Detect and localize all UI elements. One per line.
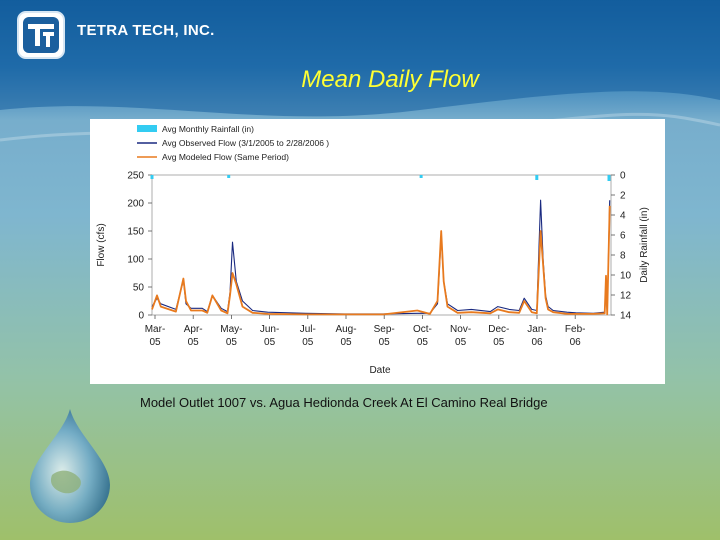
y2-axis: 0 2 4 6 8 10 12 14 (611, 171, 632, 322)
x-tick-label-month: Feb- (565, 324, 586, 335)
y-tick-label: 250 (127, 171, 144, 182)
company-logo (17, 11, 65, 59)
slide-title: Mean Daily Flow (301, 66, 479, 93)
y2-tick-label: 8 (620, 251, 626, 262)
x-tick-label-month: Nov- (450, 324, 471, 335)
modeled-flow-line (151, 205, 611, 316)
legend-observed-label: Avg Observed Flow (3/1/2005 to 2/28/2006… (162, 138, 329, 148)
x-axis: Mar- 05 Apr- 05 May- 05 Jun- 05 Jul- 05 Aug- 05 Sep-… (145, 315, 586, 348)
y-tick-label: 50 (133, 283, 145, 294)
x-tick-label-year: 05 (302, 337, 314, 348)
y2-tick-label: 10 (620, 271, 632, 282)
x-tick-label-month: Oct- (413, 324, 432, 335)
x-tick-label-year: 05 (455, 337, 467, 348)
y2-tick-label: 14 (620, 311, 632, 322)
x-tick-label-year: 05 (379, 337, 391, 348)
x-tick-label-month: Jan- (527, 324, 546, 335)
rainfall-bar (227, 175, 231, 178)
x-tick-label-month: Jun- (260, 324, 279, 335)
legend-rainfall-label: Avg Monthly Rainfall (in) (162, 124, 254, 134)
x-tick-label-month: Sep- (374, 324, 395, 335)
chart-caption: Model Outlet 1007 vs. Agua Hedionda Cree… (140, 395, 548, 410)
x-tick-label-year: 05 (188, 337, 200, 348)
flow-chart: Avg Monthly Rainfall (in) Avg Observed F… (96, 124, 650, 376)
x-tick-label-year: 05 (149, 337, 161, 348)
y-axis: 0 50 100 150 200 250 (127, 171, 152, 322)
x-tick-label-month: May- (220, 324, 242, 335)
y2-axis-label: Daily Rainfall (in) (639, 207, 650, 283)
rainfall-bar (150, 175, 154, 179)
x-tick-label-month: Mar- (145, 324, 166, 335)
chart-panel: Avg Monthly Rainfall (in) Avg Observed F… (90, 119, 665, 384)
x-axis-label: Date (369, 365, 391, 376)
rainfall-bars (150, 175, 611, 181)
x-tick-label-month: Dec- (488, 324, 509, 335)
x-tick-label-year: 05 (417, 337, 429, 348)
y2-tick-label: 12 (620, 291, 632, 302)
x-tick-label-year: 05 (340, 337, 352, 348)
x-tick-label-month: Aug- (335, 324, 356, 335)
x-tick-label-year: 06 (570, 337, 582, 348)
y2-tick-label: 0 (620, 171, 626, 182)
y-tick-label: 100 (127, 255, 144, 266)
y-tick-label: 0 (138, 311, 144, 322)
rainfall-bar (419, 175, 423, 178)
x-tick-label-year: 06 (531, 337, 543, 348)
x-tick-label-month: Apr- (184, 324, 203, 335)
y2-tick-label: 6 (620, 231, 626, 242)
rainfall-bar (607, 175, 611, 181)
tetra-tech-logo-icon (23, 17, 59, 53)
x-tick-label-year: 05 (264, 337, 276, 348)
chart-legend: Avg Monthly Rainfall (in) Avg Observed F… (137, 124, 329, 162)
company-name: TETRA TECH, INC. (77, 22, 215, 39)
y-tick-label: 200 (127, 199, 144, 210)
flow-lines (151, 199, 611, 316)
x-tick-label-year: 05 (493, 337, 505, 348)
x-tick-label-month: Jul- (300, 324, 316, 335)
legend-modeled-label: Avg Modeled Flow (Same Period) (162, 152, 289, 162)
y-axis-label: Flow (cfs) (96, 223, 107, 266)
y-tick-label: 150 (127, 227, 144, 238)
legend-rainfall-swatch (137, 125, 157, 132)
y2-tick-label: 2 (620, 191, 626, 202)
x-tick-label-year: 05 (226, 337, 238, 348)
globe-droplet-icon (30, 409, 110, 523)
rainfall-bar (535, 175, 539, 180)
y2-tick-label: 4 (620, 211, 626, 222)
